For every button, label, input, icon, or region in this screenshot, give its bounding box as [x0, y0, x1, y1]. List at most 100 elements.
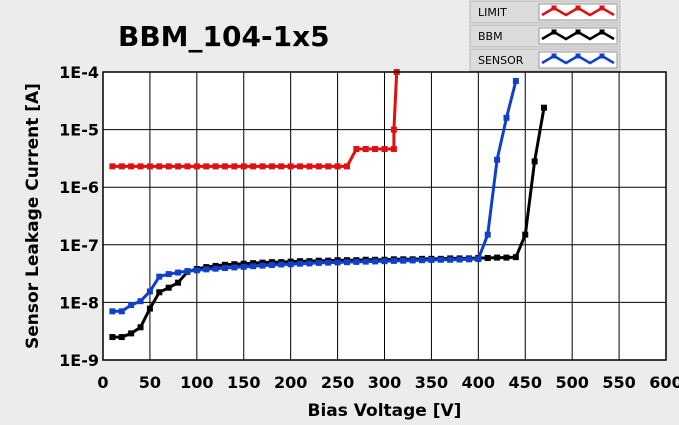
- data-point: [353, 146, 360, 153]
- data-point: [381, 258, 388, 265]
- data-point: [175, 269, 182, 276]
- data-point: [137, 324, 144, 331]
- legend-marker: [599, 53, 605, 59]
- data-point: [184, 163, 191, 170]
- data-point: [259, 262, 266, 269]
- y-tick-label: 1E-5: [59, 121, 99, 140]
- legend-marker: [575, 5, 581, 11]
- data-point: [287, 163, 294, 170]
- data-point: [146, 288, 153, 295]
- x-tick-label: 50: [139, 373, 161, 392]
- x-tick-label: 400: [462, 373, 495, 392]
- y-tick-label: 1E-4: [59, 63, 99, 82]
- data-point: [250, 263, 257, 270]
- series-layer: [109, 69, 548, 341]
- data-point: [231, 163, 238, 170]
- x-tick-label: 300: [368, 373, 401, 392]
- data-point: [250, 163, 257, 170]
- data-point: [353, 258, 360, 265]
- data-point: [156, 289, 163, 296]
- data-point: [400, 257, 407, 264]
- data-point: [343, 163, 350, 170]
- data-point: [165, 284, 172, 291]
- data-point: [240, 260, 247, 267]
- x-tick-label: 100: [180, 373, 213, 392]
- data-point: [297, 163, 304, 170]
- data-point: [193, 267, 200, 274]
- y-tick-label: 1E-6: [59, 178, 99, 197]
- x-tick-labels: 0 50 100 150 200 250 300 350 400 450 500 550 600: [97, 373, 679, 392]
- y-axis-label: Sensor Leakage Current [A]: [23, 83, 43, 349]
- x-tick-label: 250: [321, 373, 354, 392]
- data-point: [109, 163, 116, 170]
- data-point: [437, 256, 444, 263]
- legend-item-bbm: BBM: [469, 24, 621, 48]
- data-point: [146, 305, 153, 312]
- data-point: [231, 261, 238, 268]
- data-point: [221, 163, 228, 170]
- data-point: [343, 259, 350, 266]
- legend-marker: [551, 53, 557, 59]
- data-point: [240, 163, 247, 170]
- data-point: [268, 262, 275, 269]
- data-point: [193, 163, 200, 170]
- data-point: [128, 163, 135, 170]
- legend-swatch: [538, 27, 618, 45]
- x-tick-label: 450: [509, 373, 542, 392]
- data-point: [334, 163, 341, 170]
- data-point: [390, 126, 397, 133]
- data-point: [118, 163, 125, 170]
- data-point: [212, 163, 219, 170]
- legend-marker: [599, 5, 605, 11]
- legend-label: LIMIT: [478, 6, 507, 19]
- data-point: [137, 298, 144, 305]
- y-tick-label: 1E-7: [59, 236, 99, 255]
- data-point: [156, 163, 163, 170]
- legend-marker: [599, 29, 605, 35]
- data-point: [109, 334, 116, 341]
- data-point: [231, 264, 238, 271]
- data-point: [287, 261, 294, 268]
- data-point: [137, 163, 144, 170]
- data-point: [128, 330, 135, 337]
- data-point: [278, 163, 285, 170]
- x-tick-label: 150: [227, 373, 260, 392]
- data-point: [494, 254, 501, 261]
- data-point: [297, 260, 304, 267]
- data-point: [484, 231, 491, 238]
- data-point: [372, 146, 379, 153]
- legend: LIMIT BBM SENSOR: [469, 0, 621, 72]
- legend-label: BBM: [478, 30, 503, 43]
- legend-swatch: [538, 3, 618, 21]
- data-point: [175, 163, 182, 170]
- legend-label: SENSOR: [478, 54, 524, 67]
- data-point: [156, 273, 163, 280]
- data-point: [390, 146, 397, 153]
- data-point: [184, 268, 191, 275]
- legend-marker: [551, 5, 557, 11]
- data-point: [268, 163, 275, 170]
- data-point: [362, 146, 369, 153]
- data-point: [221, 261, 228, 268]
- data-point: [146, 163, 153, 170]
- y-tick-label: 1E-9: [59, 351, 99, 370]
- data-point: [409, 257, 416, 264]
- legend-marker: [551, 29, 557, 35]
- chart-title: BBM_104-1x5: [118, 20, 330, 53]
- x-tick-label: 600: [649, 373, 679, 392]
- legend-swatch: [538, 51, 618, 69]
- data-point: [465, 256, 472, 263]
- x-tick-label: 500: [555, 373, 588, 392]
- y-tick-label: 1E-8: [59, 293, 99, 312]
- data-point: [447, 256, 454, 263]
- data-point: [541, 104, 548, 111]
- data-point: [419, 257, 426, 264]
- series-limit: [109, 69, 400, 170]
- series-sensor: [109, 77, 519, 315]
- data-point: [484, 254, 491, 261]
- legend-item-sensor: SENSOR: [469, 48, 621, 72]
- data-point: [362, 258, 369, 265]
- data-point: [278, 261, 285, 268]
- x-tick-label: 350: [415, 373, 448, 392]
